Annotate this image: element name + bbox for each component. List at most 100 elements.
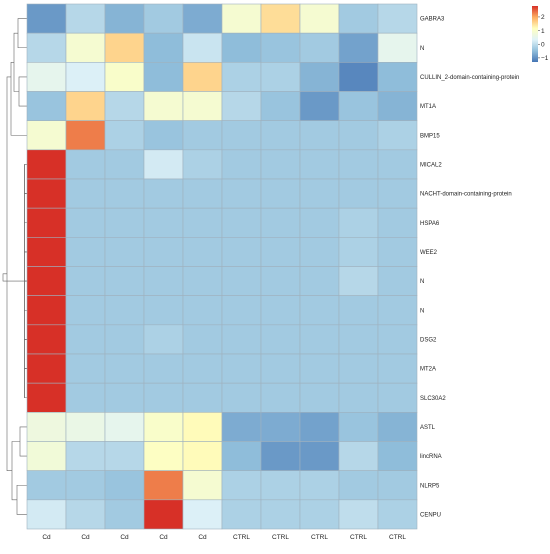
dendrogram-branch xyxy=(24,193,27,224)
heatmap-cell xyxy=(143,470,184,501)
heatmap-cell xyxy=(221,382,262,413)
row-label: N xyxy=(420,46,424,52)
heatmap-cell xyxy=(65,120,106,151)
row-label: DSG2 xyxy=(420,337,437,343)
heatmap-cell xyxy=(221,266,262,296)
heatmap-cell xyxy=(221,62,262,92)
heatmap-cell xyxy=(260,32,301,63)
dendrogram-branch xyxy=(24,280,27,311)
heatmap-cell xyxy=(104,237,145,267)
heatmap-cell xyxy=(377,237,418,267)
heatmap-cell xyxy=(299,91,340,121)
heatmap-cell xyxy=(221,324,262,355)
heatmap-cell xyxy=(338,178,379,209)
dendrogram-branch xyxy=(16,484,27,515)
heatmap-cell xyxy=(182,207,223,238)
dendrogram-branch xyxy=(11,441,20,501)
heatmap-cell xyxy=(260,237,301,267)
heatmap-cell xyxy=(377,32,418,63)
heatmap-cell xyxy=(104,412,145,442)
heatmap-cell xyxy=(377,412,418,442)
heatmap-cell xyxy=(182,266,223,296)
heatmap-cell xyxy=(377,62,418,92)
heatmap-cell xyxy=(299,178,340,209)
heatmap-cell xyxy=(299,207,340,238)
heatmap-cells xyxy=(26,3,418,530)
heatmap-cell xyxy=(182,32,223,63)
heatmap-cell xyxy=(338,353,379,384)
heatmap-cell xyxy=(65,295,106,326)
dendrogram-branch xyxy=(24,222,27,253)
heatmap-cell xyxy=(338,91,379,121)
heatmap-cell xyxy=(299,237,340,267)
heatmap-cell xyxy=(377,324,418,355)
heatmap-cell xyxy=(338,324,379,355)
heatmap-cell xyxy=(104,149,145,180)
heatmap-cell xyxy=(299,120,340,151)
row-label: GABRA3 xyxy=(420,17,445,23)
heatmap-cell xyxy=(143,207,184,238)
row-label: SLC30A2 xyxy=(420,396,446,402)
heatmap-cell xyxy=(104,324,145,355)
heatmap-cell xyxy=(260,499,301,530)
heatmap-cell xyxy=(143,149,184,180)
heatmap-cell xyxy=(221,295,262,326)
heatmap-cell xyxy=(182,3,223,34)
heatmap-cell xyxy=(65,412,106,442)
column-label: CTRL xyxy=(389,534,406,541)
heatmap-cell xyxy=(143,91,184,121)
heatmap-cell xyxy=(65,207,106,238)
heatmap-cell xyxy=(26,324,67,355)
dendrogram-branch xyxy=(24,164,27,194)
heatmap-cell xyxy=(299,266,340,296)
legend-tick-label: 2 xyxy=(541,14,545,21)
heatmap-cell xyxy=(26,266,67,296)
heatmap-cell xyxy=(260,149,301,180)
heatmap-cell xyxy=(26,32,67,63)
legend-color-bar xyxy=(532,6,538,62)
heatmap-cell xyxy=(65,382,106,413)
row-label: CENPU xyxy=(420,512,441,518)
heatmap-cell xyxy=(65,237,106,267)
heatmap-cell xyxy=(260,324,301,355)
heatmap-cell xyxy=(299,441,340,471)
heatmap-cell xyxy=(104,470,145,501)
row-label: HSPA6 xyxy=(420,221,440,227)
heatmap-cell xyxy=(377,499,418,530)
heatmap-cell xyxy=(260,178,301,209)
heatmap-cell xyxy=(104,441,145,471)
heatmap-cell xyxy=(104,499,145,530)
heatmap-cell xyxy=(26,207,67,238)
heatmap-cell xyxy=(260,91,301,121)
heatmap-cell xyxy=(221,149,262,180)
heatmap-cell xyxy=(182,91,223,121)
heatmap-cell xyxy=(299,470,340,501)
dendrogram-branch xyxy=(24,309,27,340)
heatmap-cell xyxy=(338,441,379,471)
heatmap-cell xyxy=(260,266,301,296)
heatmap-cell xyxy=(65,178,106,209)
heatmap-cell xyxy=(221,499,262,530)
row-label: WEE2 xyxy=(420,250,438,256)
column-label: Cd xyxy=(198,534,207,541)
row-label: CULLIN_2-domain-containing-protein xyxy=(420,75,519,81)
heatmap-cell xyxy=(221,32,262,63)
dendrogram-branch xyxy=(18,76,27,107)
heatmap-cell xyxy=(65,499,106,530)
heatmap-cell xyxy=(338,32,379,63)
heatmap-cell xyxy=(299,499,340,530)
heatmap-cell xyxy=(182,353,223,384)
heatmap-cell xyxy=(143,353,184,384)
heatmap-cell xyxy=(143,382,184,413)
heatmap-cell xyxy=(65,266,106,296)
heatmap-cell xyxy=(182,149,223,180)
heatmap-cell xyxy=(338,470,379,501)
heatmap-cell xyxy=(260,353,301,384)
heatmap-cell xyxy=(26,382,67,413)
heatmap-cell xyxy=(299,353,340,384)
legend-tick-label: 0 xyxy=(541,41,545,48)
heatmap-cell xyxy=(26,353,67,384)
heatmap-cell xyxy=(26,91,67,121)
